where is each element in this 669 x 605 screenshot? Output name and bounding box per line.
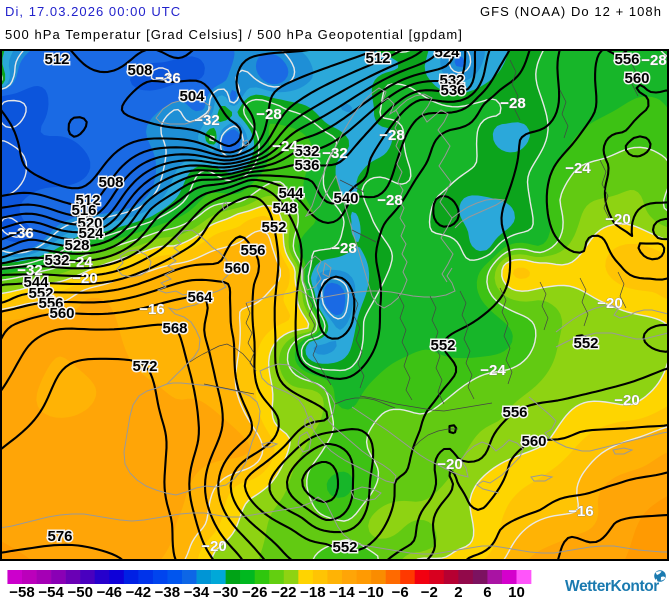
- svg-text:560: 560: [49, 305, 74, 322]
- svg-text:556: 556: [38, 295, 63, 312]
- svg-text:548: 548: [272, 200, 297, 217]
- svg-text:−28: −28: [331, 240, 356, 257]
- svg-text:568: 568: [162, 320, 187, 337]
- svg-text:−32: −32: [194, 112, 219, 129]
- svg-text:512: 512: [75, 192, 100, 209]
- svg-text:−20: −20: [614, 392, 639, 409]
- svg-text:WetterKontor: WetterKontor: [565, 578, 659, 595]
- svg-text:−24: −24: [272, 138, 298, 155]
- svg-text:552: 552: [261, 219, 286, 236]
- svg-text:552: 552: [573, 335, 598, 352]
- svg-text:552: 552: [430, 337, 455, 354]
- svg-text:6: 6: [483, 584, 491, 600]
- svg-text:−30: −30: [213, 584, 238, 600]
- svg-text:520: 520: [77, 215, 102, 232]
- svg-text:−28: −28: [500, 95, 525, 112]
- svg-text:2: 2: [454, 584, 462, 600]
- svg-text:−20: −20: [437, 456, 462, 473]
- svg-text:−28: −28: [641, 52, 666, 69]
- svg-text:−42: −42: [126, 584, 151, 600]
- svg-text:536: 536: [440, 82, 465, 99]
- svg-text:−28: −28: [379, 127, 404, 144]
- svg-text:536: 536: [294, 157, 319, 174]
- svg-text:−20: −20: [605, 211, 630, 228]
- svg-text:−16: −16: [568, 503, 593, 520]
- svg-text:−46: −46: [97, 584, 122, 600]
- svg-text:556: 556: [614, 51, 639, 68]
- svg-text:516: 516: [71, 202, 96, 219]
- svg-text:572: 572: [132, 358, 157, 375]
- svg-text:−38: −38: [155, 584, 180, 600]
- svg-text:−22: −22: [271, 584, 296, 600]
- svg-text:−20: −20: [201, 538, 226, 555]
- svg-text:−20: −20: [597, 295, 622, 312]
- svg-text:−24: −24: [67, 254, 93, 271]
- svg-text:560: 560: [224, 260, 249, 277]
- svg-text:544: 544: [23, 274, 49, 291]
- svg-text:532: 532: [294, 143, 319, 160]
- svg-text:−10: −10: [358, 584, 383, 600]
- svg-text:556: 556: [240, 242, 265, 259]
- svg-text:−34: −34: [184, 584, 210, 600]
- svg-text:10: 10: [508, 584, 525, 600]
- svg-text:564: 564: [187, 289, 213, 306]
- svg-text:−26: −26: [242, 584, 267, 600]
- svg-text:−32: −32: [322, 145, 347, 162]
- svg-text:556: 556: [502, 404, 527, 421]
- svg-text:524: 524: [78, 225, 104, 242]
- svg-text:−20: −20: [72, 270, 97, 287]
- svg-text:576: 576: [47, 528, 72, 545]
- svg-text:−50: −50: [67, 584, 92, 600]
- svg-text:−32: −32: [17, 262, 42, 279]
- svg-text:−28: −28: [256, 106, 281, 123]
- svg-text:524: 524: [434, 44, 460, 61]
- svg-text:−36: −36: [8, 225, 33, 242]
- svg-text:−36: −36: [155, 70, 180, 87]
- svg-text:504: 504: [179, 88, 205, 105]
- svg-text:512: 512: [44, 51, 69, 68]
- svg-text:540: 540: [333, 190, 358, 207]
- svg-text:528: 528: [64, 237, 89, 254]
- svg-text:544: 544: [278, 185, 304, 202]
- svg-text:−54: −54: [38, 584, 64, 600]
- svg-text:532: 532: [439, 72, 464, 89]
- svg-text:−2: −2: [421, 584, 438, 600]
- svg-text:−28: −28: [377, 192, 402, 209]
- svg-text:552: 552: [332, 539, 357, 556]
- svg-text:532: 532: [44, 252, 69, 269]
- svg-text:−14: −14: [329, 584, 355, 600]
- svg-text:560: 560: [624, 70, 649, 87]
- svg-text:−16: −16: [139, 301, 164, 318]
- svg-text:508: 508: [127, 62, 152, 79]
- svg-text:−6: −6: [392, 584, 409, 600]
- svg-text:−24: −24: [480, 362, 506, 379]
- svg-text:552: 552: [28, 285, 53, 302]
- svg-text:512: 512: [365, 50, 390, 67]
- svg-text:−18: −18: [300, 584, 325, 600]
- svg-text:−24: −24: [565, 160, 591, 177]
- svg-text:560: 560: [521, 433, 546, 450]
- svg-text:−58: −58: [9, 584, 34, 600]
- svg-text:508: 508: [98, 174, 123, 191]
